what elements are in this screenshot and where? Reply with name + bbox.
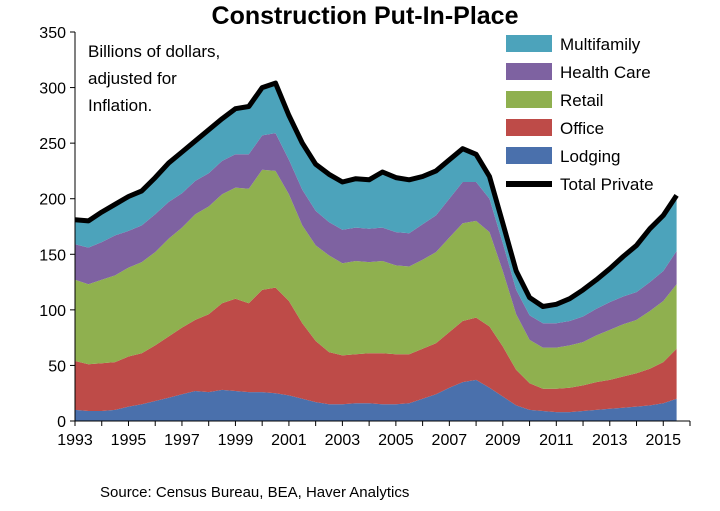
y-tick-label: 200 <box>39 192 66 209</box>
x-tick-label: 2005 <box>378 432 414 449</box>
x-tick-label: 1995 <box>111 432 147 449</box>
y-tick-label: 250 <box>39 136 66 153</box>
units-note-line: adjusted for <box>88 69 177 88</box>
units-note-line: Billions of dollars, <box>88 42 220 61</box>
total-line-group <box>74 80 679 309</box>
y-tick-label: 0 <box>57 414 66 431</box>
axes <box>74 32 690 422</box>
x-tick-label: 2013 <box>592 432 628 449</box>
source-note: Source: Census Bureau, BEA, Haver Analyt… <box>100 484 409 501</box>
y-tick-label: 150 <box>39 247 66 264</box>
legend-label: Total Private <box>560 175 654 194</box>
area-lodging <box>75 379 677 421</box>
x-tick-label: 1993 <box>57 432 93 449</box>
area-series-group <box>75 83 677 421</box>
legend-swatch-lodging <box>506 147 552 164</box>
legend-label: Health Care <box>560 63 651 82</box>
legend-label: Retail <box>560 91 603 110</box>
x-tick-label: 1999 <box>218 432 254 449</box>
area-health-care <box>75 133 677 348</box>
x-tick-label: 2003 <box>325 432 361 449</box>
line-total-private <box>74 80 679 309</box>
legend-label: Lodging <box>560 147 621 166</box>
units-note: Billions of dollars, adjusted for Inflatio… <box>88 42 220 115</box>
chart-title: Construction Put-In-Place <box>212 2 519 30</box>
x-tick-label: 2015 <box>645 432 681 449</box>
x-tick-label: 2011 <box>539 432 574 449</box>
x-tick-label: 2001 <box>271 432 307 449</box>
x-tick-label: 2007 <box>432 432 468 449</box>
legend-swatch-multifamily <box>506 35 552 52</box>
x-axis-ticks: 1993 1995 1997 1999 2001 2003 2005 2007 2009 2011… <box>57 421 691 449</box>
legend-swatch-retail <box>506 91 552 108</box>
legend-label: Multifamily <box>560 35 641 54</box>
area-retail <box>75 169 677 389</box>
y-tick-label: 100 <box>39 303 66 320</box>
x-tick-label: 1997 <box>164 432 200 449</box>
legend-label: Office <box>560 119 604 138</box>
y-axis-ticks: 0 50 100 150 200 250 300 350 <box>39 25 75 431</box>
units-note-line: Inflation. <box>88 96 152 115</box>
x-tick-label: 2009 <box>485 432 521 449</box>
y-tick-label: 350 <box>39 25 66 42</box>
y-tick-label: 50 <box>48 358 66 375</box>
area-multifamily <box>75 83 677 324</box>
legend: Multifamily Health Care Retail Office Lodgin… <box>506 35 654 194</box>
area-office <box>75 287 677 413</box>
legend-swatch-health-care <box>506 63 552 80</box>
y-tick-label: 300 <box>39 81 66 98</box>
legend-swatch-office <box>506 119 552 136</box>
